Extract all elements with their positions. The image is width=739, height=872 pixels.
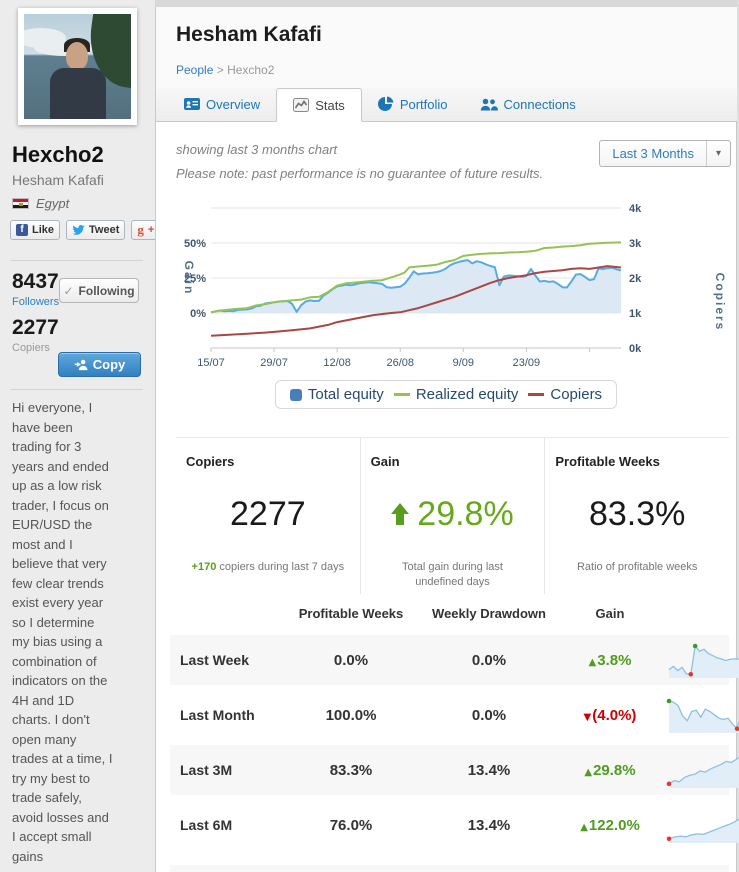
tab-overview[interactable]: Overview: [168, 87, 276, 121]
performance-table: Profitable Weeks Weekly Drawdown Gain La…: [170, 600, 739, 855]
tab-portfolio[interactable]: Portfolio: [362, 87, 464, 121]
profile-photo: [18, 8, 137, 125]
chevron-down-icon: ▾: [706, 141, 730, 166]
blue-square-icon: [289, 388, 302, 401]
username: Hexcho2: [12, 142, 104, 167]
copiers-value: 2277: [230, 495, 306, 533]
trend-arrow-icon: ▲: [580, 821, 588, 833]
trend-arrow-icon: ▲: [588, 656, 597, 668]
breadcrumb: People > Hexcho2: [176, 63, 275, 77]
range-selector[interactable]: Last 3 Months ▾: [599, 140, 731, 167]
followers-count: 8437: [12, 270, 59, 293]
facebook-icon: f: [16, 224, 28, 236]
svg-text:15/07: 15/07: [197, 357, 225, 369]
tab-stats[interactable]: Stats: [276, 88, 362, 122]
following-button[interactable]: ✓ Following: [59, 278, 139, 303]
sparkline-chart: [666, 698, 739, 733]
bio-text: Hi everyone, I have been trading for 3 y…: [12, 400, 113, 864]
sparkline-chart: [668, 643, 739, 678]
equity-chart: 15/07 29/07 12/08 26/08 9/09 23/09 50% 25% 0% 4k 3…: [171, 202, 731, 387]
up-arrow-icon: [391, 502, 410, 527]
copy-button[interactable]: Copy: [58, 352, 141, 377]
check-icon: ✓: [63, 283, 74, 298]
showing-note: showing last 3 months chart: [176, 142, 338, 157]
svg-text:1k: 1k: [629, 308, 642, 320]
green-dash-icon: [393, 393, 410, 396]
profitable-weeks-card: Profitable Weeks 83.3% Ratio of profitab…: [544, 438, 729, 594]
table-row[interactable]: Last Week 0.0% 0.0% ▲3.8%: [170, 635, 739, 685]
svg-text:25%: 25%: [184, 273, 206, 285]
breadcrumb-current: Hexcho2: [227, 63, 275, 77]
legend-total-equity[interactable]: Total equity: [289, 386, 384, 403]
table-row: [170, 865, 729, 872]
copy-person-icon: [74, 359, 88, 370]
table-row[interactable]: Last 6M 76.0% 13.4% ▲122.0%: [170, 800, 739, 850]
table-row[interactable]: Last 3M 83.3% 13.4% ▲29.8%: [170, 745, 739, 795]
page-title: Hesham Kafafi: [176, 23, 322, 46]
pie-chart-icon: [377, 96, 394, 111]
followers-label[interactable]: Followers: [12, 296, 60, 308]
egypt-flag-icon: [12, 198, 29, 209]
gain-value: 29.8%: [367, 495, 539, 534]
red-dash-icon: [528, 393, 545, 396]
range-selector-value: Last 3 Months: [612, 146, 694, 161]
svg-text:23/09: 23/09: [513, 357, 541, 369]
page-header: Hesham Kafafi People > Hexcho2: [155, 7, 737, 88]
svg-text:26/08: 26/08: [386, 357, 414, 369]
sparkline-chart: [666, 756, 739, 788]
svg-text:50%: 50%: [184, 238, 206, 250]
profitable-weeks-value: 83.3%: [588, 495, 686, 533]
sparkline-chart: [666, 818, 739, 843]
twitter-bird-icon: [72, 224, 85, 235]
svg-text:Gain: Gain: [182, 261, 196, 296]
full-name: Hesham Kafafi: [12, 172, 104, 188]
facebook-like-button[interactable]: f Like: [10, 220, 61, 240]
gain-card: Gain 29.8% Total gain during last undefi…: [359, 438, 545, 594]
id-card-icon: [184, 98, 200, 110]
table-row[interactable]: Last Month 100.0% 0.0% ▼(4.0%): [170, 690, 739, 740]
google-icon: g: [137, 222, 144, 237]
svg-text:29/07: 29/07: [260, 357, 288, 369]
tab-bar: Overview Stats Portfolio Connections: [155, 88, 737, 122]
svg-text:12/08: 12/08: [323, 357, 351, 369]
summary-cards: Copiers 2277 +170 copiers during last 7 …: [176, 437, 729, 594]
svg-text:9/09: 9/09: [453, 357, 474, 369]
country-name: Egypt: [36, 196, 70, 211]
svg-text:3k: 3k: [629, 238, 642, 250]
svg-text:0k: 0k: [629, 343, 642, 355]
copiers-count: 2277: [12, 316, 59, 339]
people-icon: [480, 98, 498, 110]
copiers-card: Copiers 2277 +170 copiers during last 7 …: [176, 438, 360, 594]
svg-text:2k: 2k: [629, 273, 642, 285]
stats-content: showing last 3 months chart Please note:…: [155, 122, 739, 872]
profile-sidebar: Hexcho2 Hesham Kafafi Egypt f Like Tweet …: [0, 0, 167, 872]
table-header: Profitable Weeks Weekly Drawdown Gain: [298, 606, 625, 621]
tab-connections[interactable]: Connections: [464, 87, 592, 121]
disclaimer-note: Please note: past performance is no guar…: [176, 166, 544, 181]
breadcrumb-people-link[interactable]: People: [176, 63, 214, 77]
trend-arrow-icon: ▲: [584, 766, 593, 778]
svg-text:4k: 4k: [629, 203, 642, 215]
svg-text:0%: 0%: [190, 308, 206, 320]
legend-realized-equity[interactable]: Realized equity: [393, 386, 518, 403]
svg-text:Copiers: Copiers: [713, 273, 727, 332]
legend-copiers[interactable]: Copiers: [528, 386, 602, 403]
chart-legend: Total equity Realized equity Copiers: [156, 380, 736, 409]
tweet-button[interactable]: Tweet: [66, 220, 126, 240]
stats-chart-icon: [293, 98, 310, 112]
copiers-label: Copiers: [12, 342, 50, 354]
trend-arrow-icon: ▼: [583, 711, 592, 723]
main-panel: Hesham Kafafi People > Hexcho2 Overview …: [155, 0, 739, 872]
